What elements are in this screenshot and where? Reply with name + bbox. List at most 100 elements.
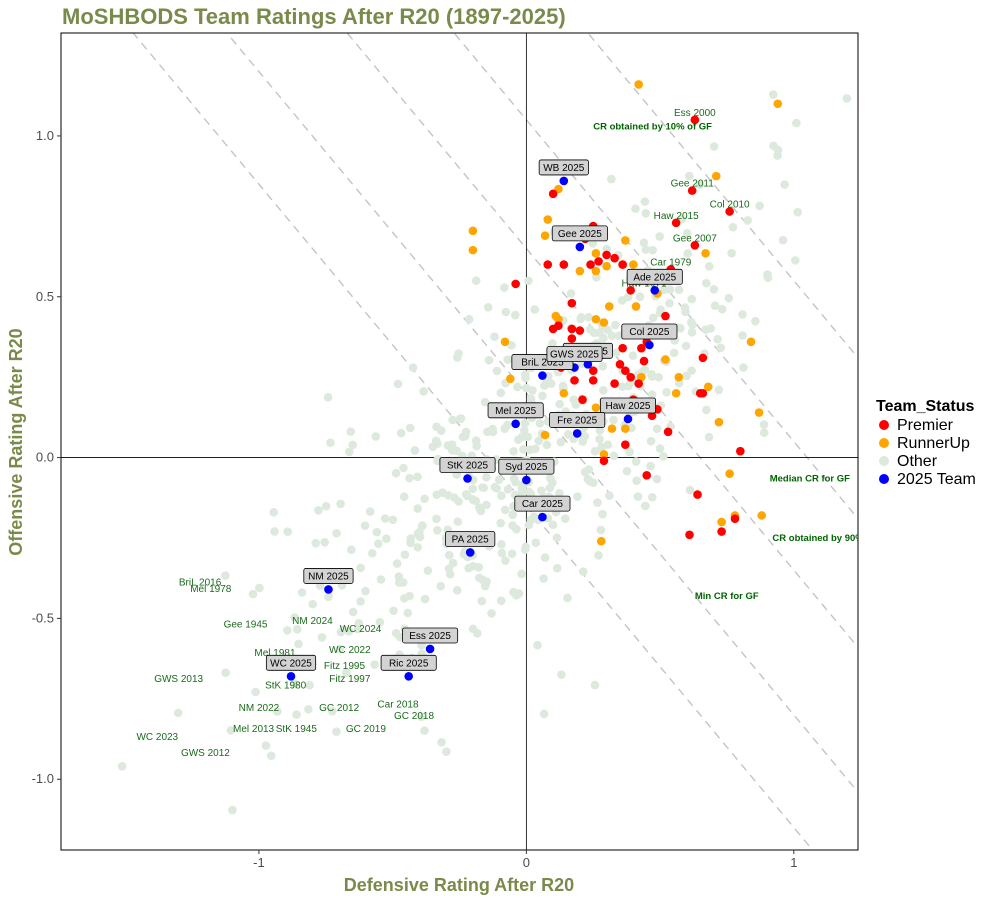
other-point — [420, 594, 430, 604]
other-point — [682, 228, 692, 238]
team-2025-point — [575, 242, 585, 252]
other-point — [483, 302, 493, 312]
premier-point — [615, 360, 625, 369]
other-point — [514, 435, 523, 445]
reference-line-3 — [346, 33, 858, 648]
team-2025-label-box — [514, 495, 571, 512]
team-2025-point — [522, 475, 531, 485]
team-2025-point — [559, 176, 569, 186]
runnerup-point — [773, 99, 783, 109]
other-point — [555, 488, 564, 498]
other-point — [328, 706, 337, 716]
other-point — [625, 447, 634, 457]
plot-background — [61, 33, 858, 850]
other-point — [548, 339, 557, 348]
premier-point — [578, 395, 587, 404]
team-2025-point — [583, 360, 593, 369]
other-point — [659, 452, 668, 461]
other-point — [453, 585, 462, 595]
other-point — [420, 726, 429, 735]
reference-annotation: Median CR for GF — [770, 474, 850, 485]
team-2025-label: Ess 2025 — [409, 631, 451, 642]
other-point — [503, 355, 512, 364]
other-point — [292, 710, 301, 719]
other-point — [605, 491, 614, 500]
premier-point — [570, 376, 579, 385]
other-point — [728, 222, 738, 232]
other-point — [545, 483, 555, 493]
other-point — [445, 550, 454, 560]
other-point — [685, 485, 695, 495]
other-point — [413, 504, 422, 513]
team-label: Car 2018 — [377, 700, 419, 711]
other-point — [420, 494, 429, 504]
premier-point — [647, 411, 657, 421]
premier-point — [736, 446, 745, 456]
other-point — [510, 310, 520, 320]
other-point — [317, 633, 327, 642]
other-point — [431, 436, 441, 446]
y-tick-label: -0.5 — [32, 610, 54, 625]
other-point — [607, 331, 617, 341]
other-point — [632, 476, 641, 486]
other-point — [639, 238, 649, 248]
other-point — [596, 525, 606, 535]
other-point — [683, 249, 692, 258]
other-point — [398, 578, 408, 587]
other-point — [791, 256, 800, 265]
other-point — [695, 180, 705, 189]
reference-line-2 — [453, 33, 858, 520]
other-point — [580, 432, 590, 441]
x-tick-label: -1 — [253, 855, 265, 870]
other-point — [681, 307, 690, 317]
team-2025-label-box — [626, 268, 683, 285]
other-point — [702, 405, 711, 415]
team-2025-point — [538, 371, 547, 380]
other-point — [780, 180, 789, 189]
other-point — [433, 526, 442, 535]
other-point — [513, 382, 522, 392]
other-point — [482, 472, 491, 482]
other-point — [346, 427, 356, 436]
other-point — [487, 609, 496, 618]
other-point — [739, 363, 748, 372]
other-point — [648, 245, 658, 255]
other-point — [448, 415, 457, 425]
other-point — [323, 393, 333, 402]
other-point — [509, 446, 518, 456]
other-point — [709, 142, 719, 151]
other-point — [474, 503, 484, 512]
other-point — [792, 118, 801, 128]
other-point — [453, 517, 463, 526]
other-point — [500, 424, 510, 434]
other-point — [336, 627, 346, 637]
team-2025-point — [572, 429, 582, 438]
other-point — [716, 343, 726, 353]
other-point — [471, 276, 481, 285]
other-point — [710, 301, 720, 310]
other-point — [687, 366, 696, 375]
reference-annotation: CR obtained by 90% of GF — [772, 533, 891, 544]
other-point — [320, 538, 329, 547]
other-point — [519, 444, 528, 454]
premier-point — [717, 527, 726, 536]
team-2025-point — [645, 340, 654, 350]
premier-point — [543, 260, 553, 269]
other-point — [662, 387, 671, 397]
other-point — [408, 363, 418, 372]
runnerup-point — [754, 408, 764, 417]
team-2025-label: Gee 2025 — [558, 229, 602, 240]
other-point — [283, 626, 292, 635]
other-point — [399, 492, 409, 502]
other-point — [251, 687, 260, 697]
other-point — [655, 232, 664, 241]
runnerup-point — [559, 388, 569, 398]
other-point — [266, 751, 276, 761]
runnerup-point — [746, 337, 756, 347]
other-point — [423, 566, 433, 575]
team-2025-point — [425, 644, 435, 654]
other-point — [497, 491, 506, 500]
other-point — [539, 574, 548, 583]
other-point — [687, 328, 697, 337]
